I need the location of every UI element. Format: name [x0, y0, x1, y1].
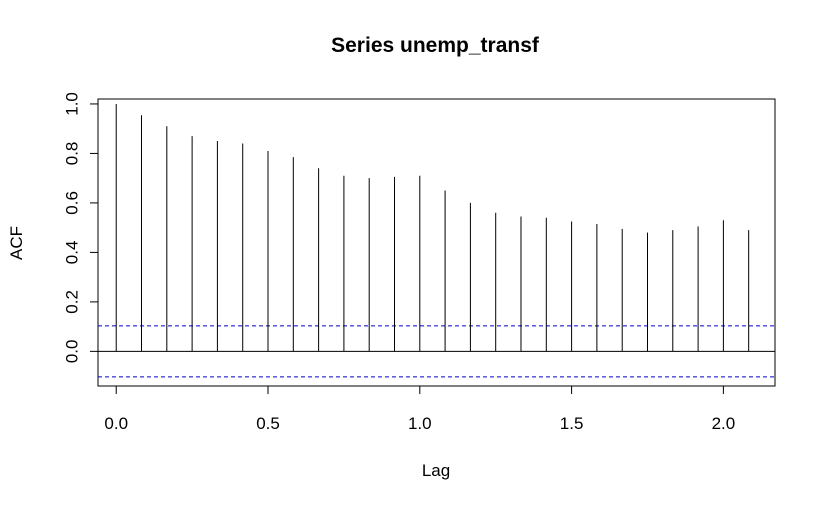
y-tick-label: 1.0 — [63, 92, 82, 116]
y-tick-label: 0.4 — [63, 241, 82, 265]
y-tick-label: 0.2 — [63, 290, 82, 314]
x-tick-label: 0.5 — [256, 414, 280, 433]
y-tick-label: 0.6 — [63, 191, 82, 215]
y-tick-label: 0.8 — [63, 142, 82, 166]
x-axis: 0.0 0.5 1.0 1.5 2.0 — [104, 385, 736, 433]
x-tick-label: 1.0 — [408, 414, 432, 433]
chart-title: Series unemp_transf — [331, 34, 540, 57]
x-tick-label: 2.0 — [712, 414, 736, 433]
acf-stems — [98, 103, 775, 378]
x-axis-label: Lag — [422, 461, 450, 480]
y-tick-label: 0.0 — [63, 340, 82, 364]
y-axis-label: ACF — [7, 226, 26, 260]
plot-frame — [97, 98, 776, 387]
x-tick-label: 1.5 — [560, 414, 584, 433]
x-tick-label: 0.0 — [104, 414, 128, 433]
y-axis: 0.0 0.2 0.4 0.6 0.8 1.0 — [63, 92, 99, 363]
